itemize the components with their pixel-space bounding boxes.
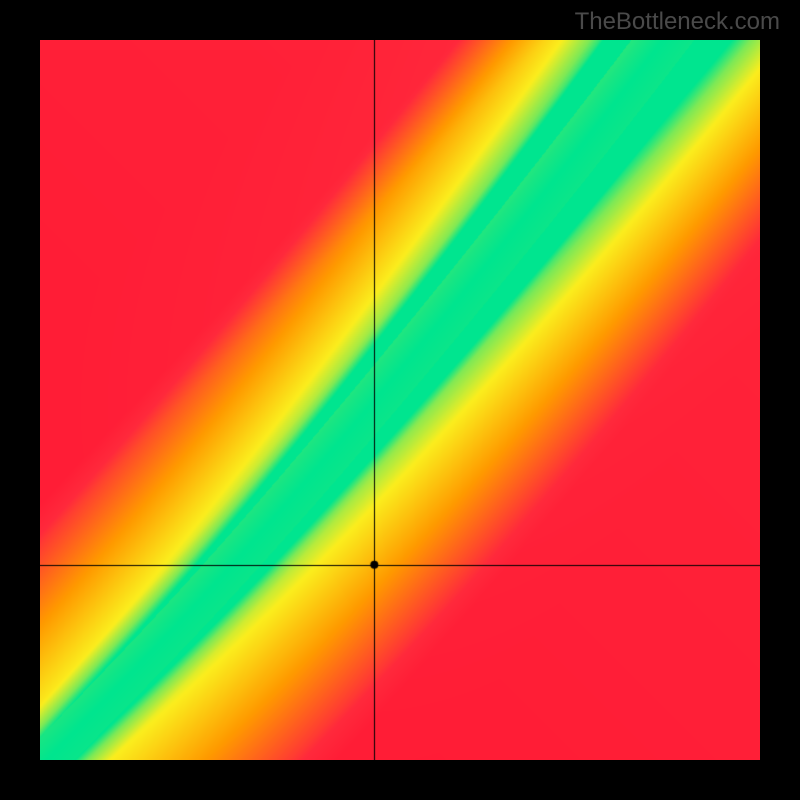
chart-container: TheBottleneck.com (0, 0, 800, 800)
plot-area (40, 40, 760, 760)
heatmap-canvas (40, 40, 760, 760)
watermark-text: TheBottleneck.com (575, 8, 780, 36)
